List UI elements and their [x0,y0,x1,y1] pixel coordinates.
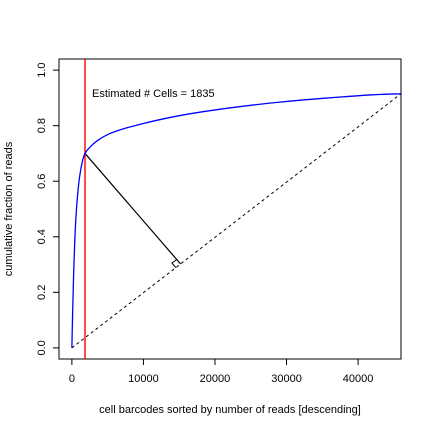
x-tick-label: 10000 [128,373,159,385]
plot-frame [58,58,402,360]
x-tick-label: 30000 [271,373,302,385]
cumulative-reads-curve [71,93,401,348]
y-tick-label: 0.6 [36,174,48,189]
plot-area [71,59,401,359]
diagonal-reference-line [71,93,401,349]
y-tick-label: 0.0 [36,340,48,355]
y-tick-label: 1.0 [36,62,48,77]
y-tick-label: 0.8 [36,118,48,133]
x-tick-label: 0 [69,373,75,385]
knee-distance-line [84,153,182,265]
right-angle-marker [171,259,178,268]
y-axis-label: cumulative fraction of reads [3,141,15,276]
x-axis-label: cell barcodes sorted by number of reads … [99,404,361,416]
x-tick-label: 40000 [343,373,374,385]
estimated-cells-annotation: Estimated # Cells = 1835 [92,88,215,100]
y-tick-label: 0.4 [36,229,48,244]
y-tick-label: 0.2 [36,285,48,300]
x-tick-label: 20000 [200,373,231,385]
y-axis: 0.0 0.2 0.4 0.6 0.8 1.0 [36,62,59,356]
x-axis: 0 10000 20000 30000 40000 [69,359,374,385]
